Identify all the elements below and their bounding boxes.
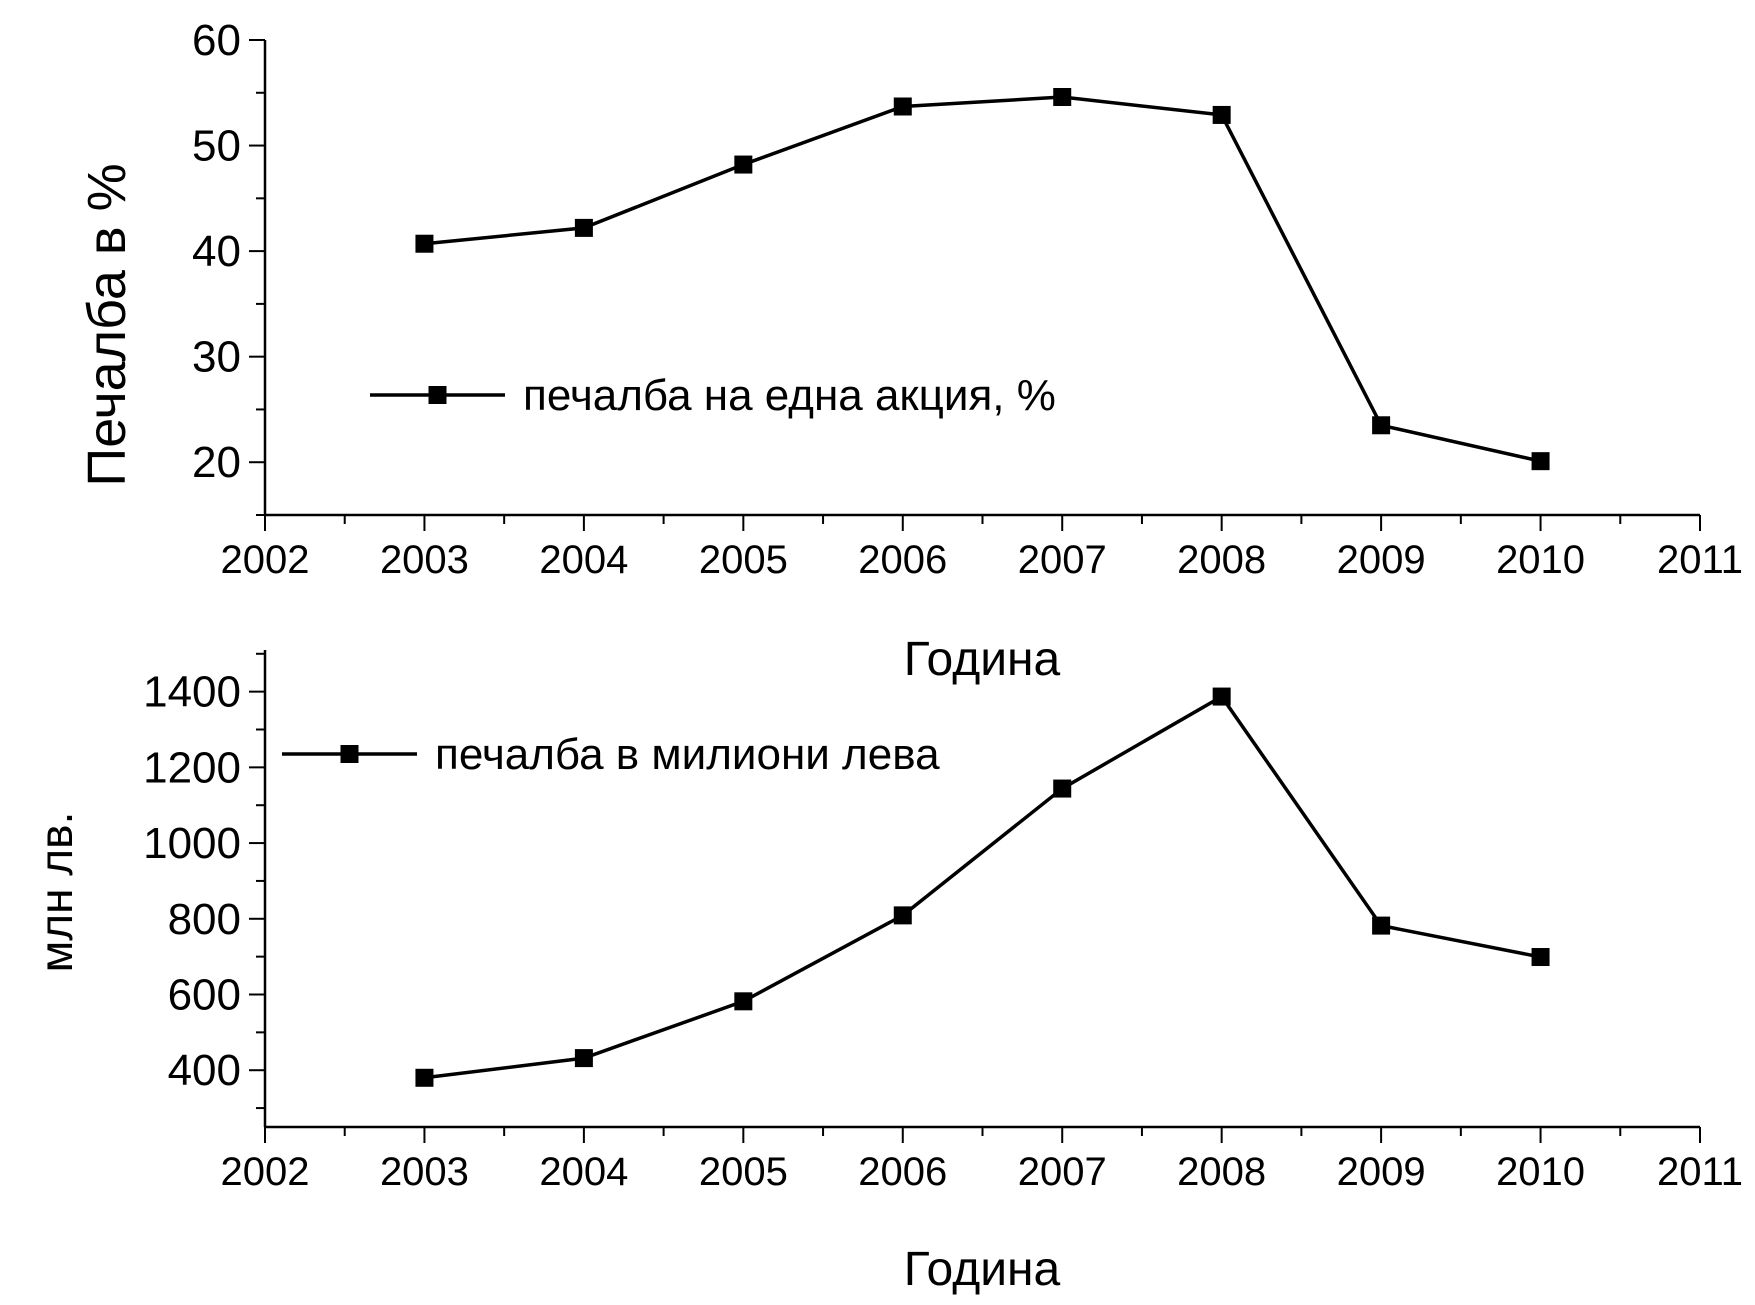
- x-tick-label: 2008: [1177, 1150, 1266, 1194]
- y-ticks: 20 30 40 50 60: [192, 16, 265, 516]
- x-tick-label: 2010: [1496, 1150, 1585, 1194]
- data-point: [1372, 916, 1391, 935]
- series-profit-percent: [415, 88, 1550, 471]
- y-tick-label: 30: [192, 333, 241, 382]
- y-tick-label: 40: [192, 227, 241, 276]
- chart-bottom-y-axis: 400 600 800 1000 1200 1400: [143, 650, 267, 1127]
- y-tick-label: 400: [168, 1046, 241, 1095]
- x-tick-label: 2009: [1337, 1150, 1426, 1194]
- x-tick-label: 2009: [1337, 538, 1426, 582]
- y-tick-label: 1200: [143, 743, 241, 792]
- chart-top-x-axis: 2002 2003 2004 2005 2006 2007 2008 2009 2010 2011: [221, 513, 1743, 582]
- x-tick-label: 2011: [1657, 538, 1743, 582]
- data-point: [734, 992, 753, 1011]
- data-point: [574, 1049, 593, 1068]
- y-tick-label: 600: [168, 971, 241, 1020]
- x-axis-title: Година: [904, 633, 1061, 686]
- x-tick-label: 2006: [858, 538, 947, 582]
- chart-bottom-x-axis: 2002 2003 2004 2005 2006 2007 2008 2009 2010 2011: [221, 1125, 1743, 1194]
- legend-label: печалба в милиони лева: [435, 730, 940, 779]
- legend-label: печалба на една акция, %: [523, 371, 1056, 420]
- data-point: [1531, 452, 1550, 471]
- data-point: [574, 218, 593, 237]
- y-tick-label: 50: [192, 122, 241, 171]
- x-tick-label: 2006: [858, 1150, 947, 1194]
- x-tick-label: 2007: [1018, 538, 1107, 582]
- x-tick-label: 2003: [380, 1150, 469, 1194]
- y-axis-title: млн лв.: [30, 812, 82, 973]
- y-axis-title: Печалба в %: [77, 163, 137, 486]
- legend: печалба в милиони лева: [282, 730, 940, 779]
- x-tick-label: 2002: [221, 538, 310, 582]
- series-line: [424, 694, 1541, 1080]
- data-point: [893, 97, 912, 116]
- y-tick-label: 20: [192, 438, 241, 487]
- series-profit-million-leva: [415, 687, 1550, 1087]
- x-axis-title: Година: [904, 1243, 1061, 1296]
- y-tick-label: 60: [192, 16, 241, 65]
- x-tick-label: 2005: [699, 1150, 788, 1194]
- x-tick-label: 2005: [699, 538, 788, 582]
- x-tick-label: 2004: [539, 1150, 628, 1194]
- data-point: [734, 155, 753, 174]
- x-tick-label: 2002: [221, 1150, 310, 1194]
- data-point: [1212, 105, 1231, 124]
- data-point: [1531, 948, 1550, 967]
- x-tick-label: 2007: [1018, 1150, 1107, 1194]
- y-tick-label: 1400: [143, 668, 241, 717]
- x-tick-label: 2004: [539, 538, 628, 582]
- data-point: [1372, 416, 1391, 435]
- x-ticks: 2002 2003 2004 2005 2006 2007 2008 2009 2010 2011: [221, 1127, 1743, 1194]
- x-tick-label: 2011: [1657, 1150, 1743, 1194]
- y-ticks: 400 600 800 1000 1200 1400: [143, 652, 265, 1110]
- y-tick-label: 800: [168, 895, 241, 944]
- data-point: [1212, 687, 1231, 706]
- x-tick-label: 2008: [1177, 538, 1266, 582]
- x-tick-label: 2003: [380, 538, 469, 582]
- legend-marker: [428, 386, 447, 404]
- x-tick-label: 2010: [1496, 538, 1585, 582]
- data-point: [415, 234, 434, 253]
- legend-marker: [340, 745, 359, 763]
- y-tick-label: 1000: [143, 819, 241, 868]
- series-line: [424, 95, 1541, 463]
- data-point: [893, 906, 912, 925]
- chart-top-y-axis: 20 30 40 50 60: [192, 16, 267, 516]
- data-point: [415, 1068, 434, 1087]
- legend: печалба на една акция, %: [370, 371, 1056, 420]
- x-ticks: 2002 2003 2004 2005 2006 2007 2008 2009 2010 2011: [221, 515, 1743, 582]
- data-point: [1053, 779, 1072, 798]
- data-point: [1053, 88, 1072, 106]
